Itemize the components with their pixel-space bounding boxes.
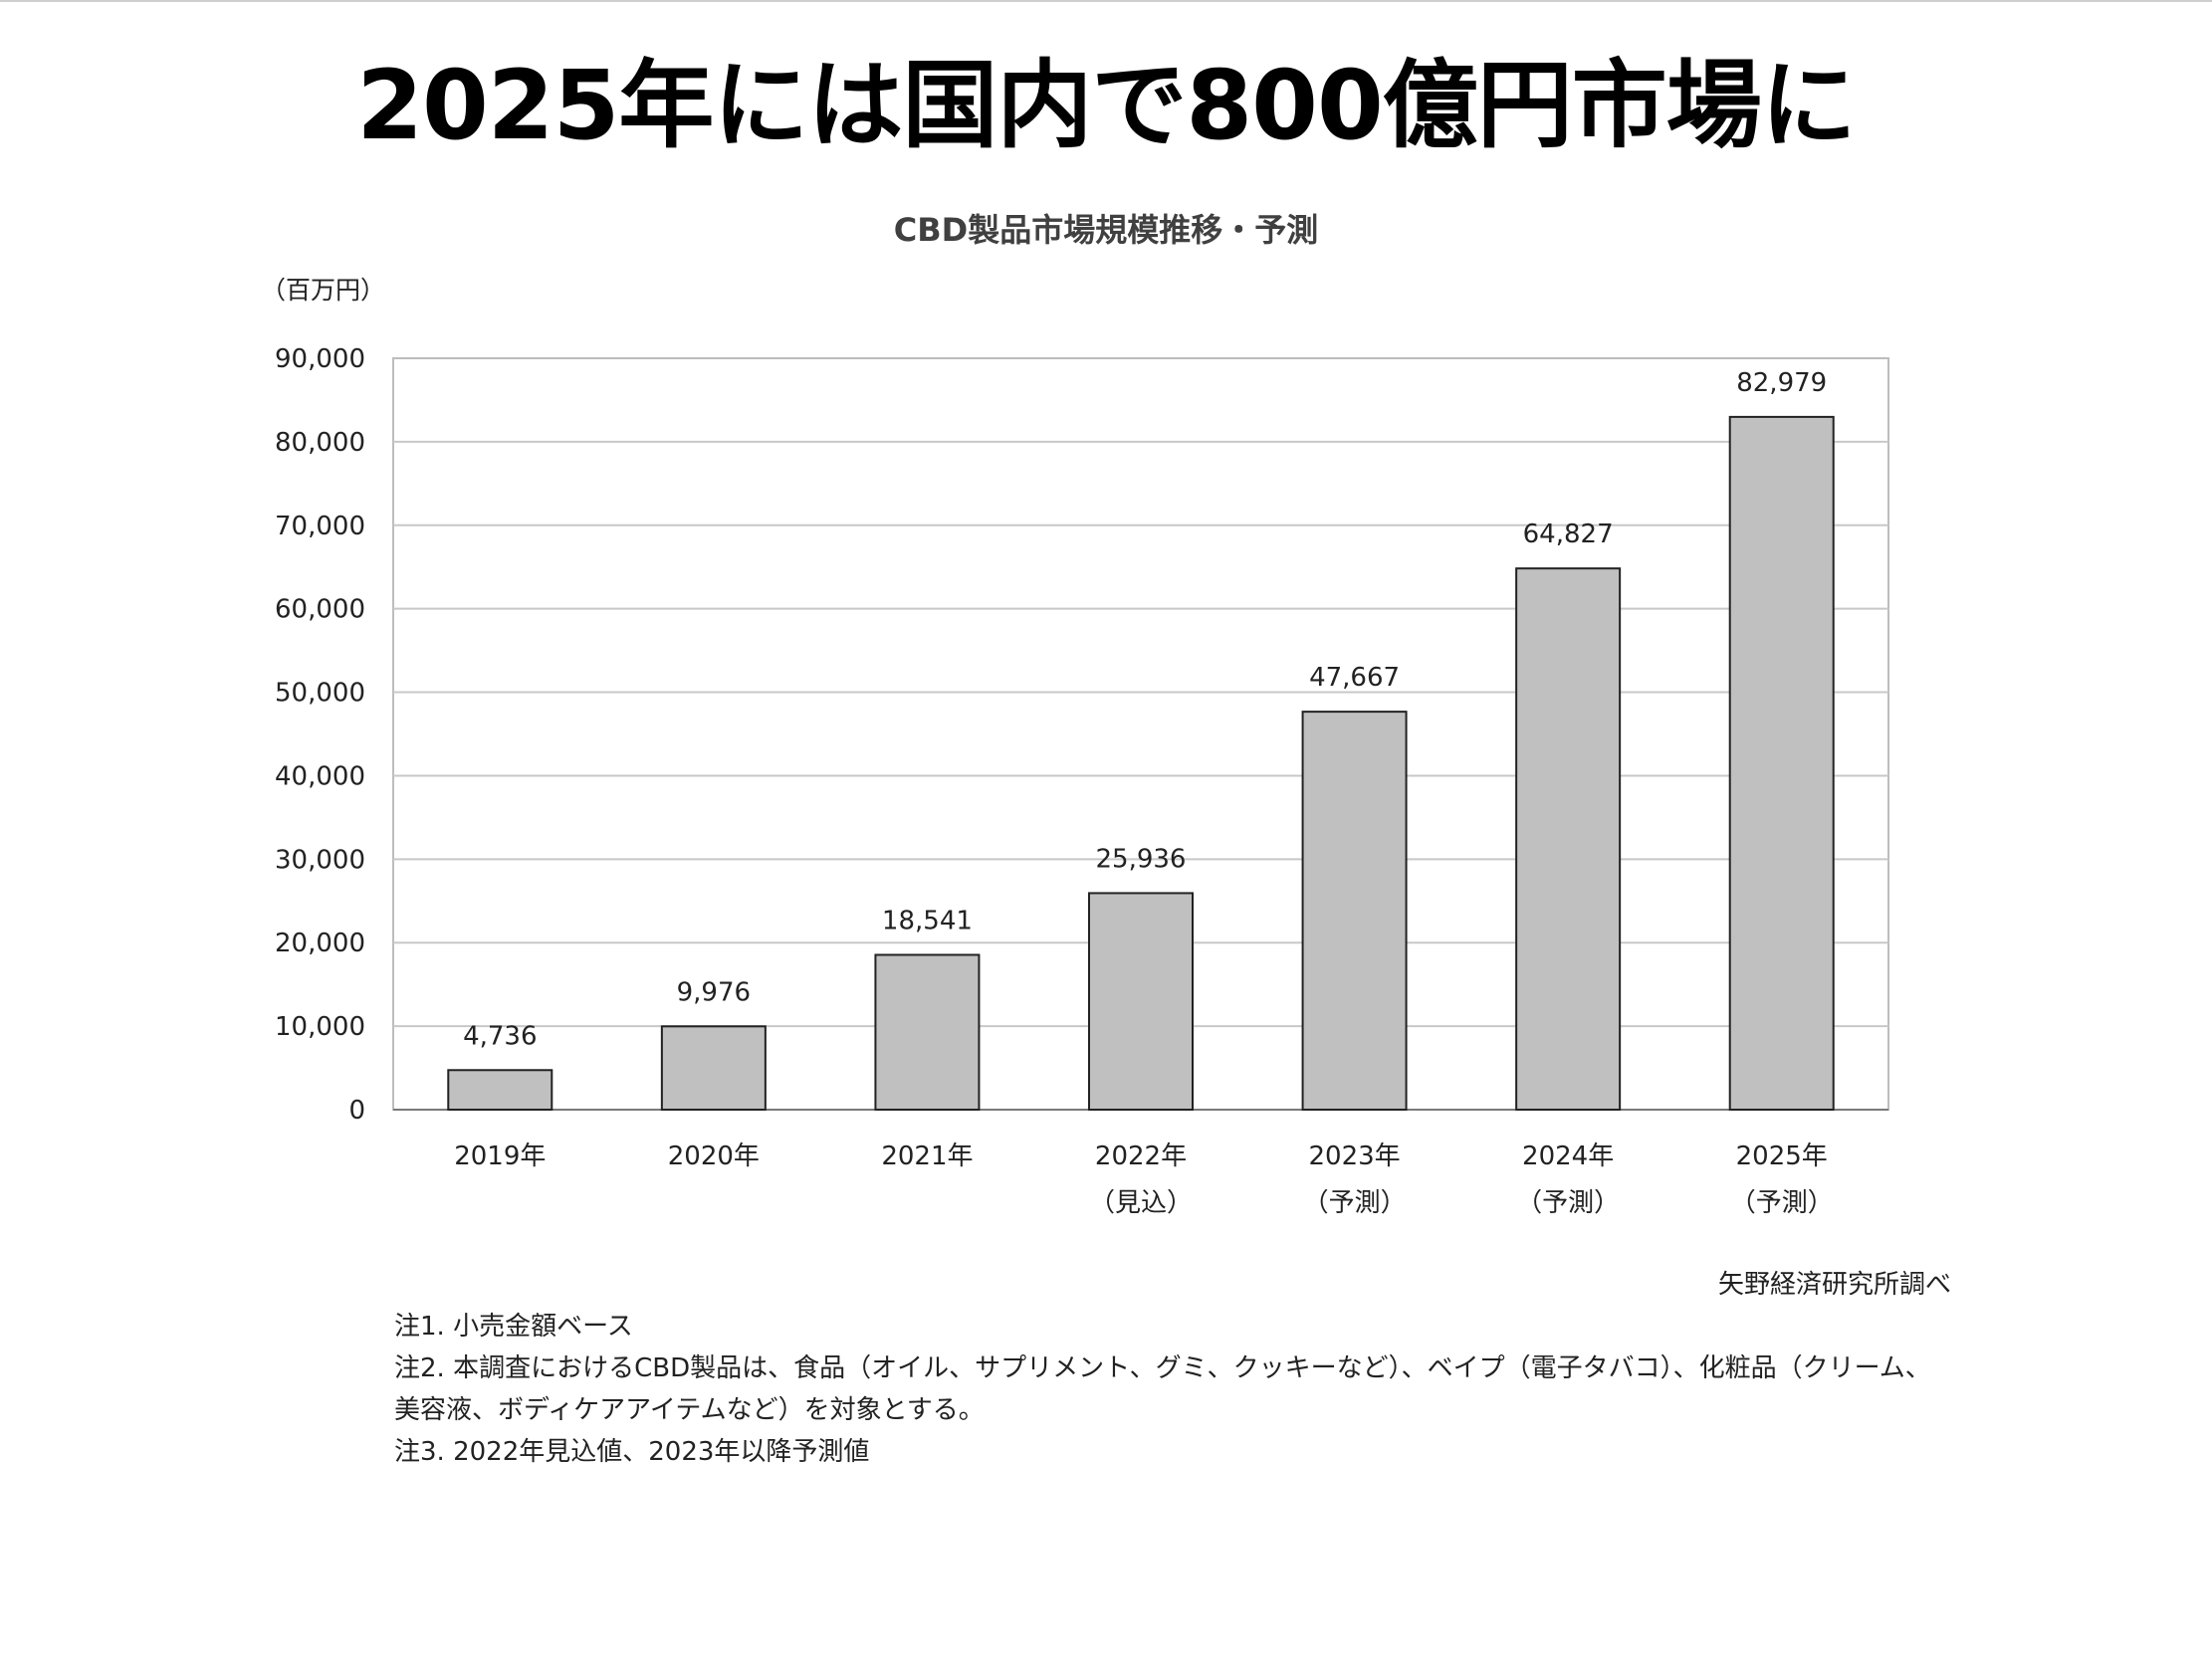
- data-label: 82,979: [1736, 368, 1827, 398]
- y-tick-label: 20,000: [275, 929, 365, 958]
- chart-title: CBD製品市場規模推移・予測: [893, 211, 1319, 249]
- note-2: 注2. 本調査におけるCBD製品は、食品（オイル、サプリメント、グミ、クッキーな…: [394, 1353, 1931, 1425]
- y-tick-label: 40,000: [275, 761, 365, 791]
- data-label: 4,736: [463, 1021, 537, 1051]
- x-tick-sublabel: （予測）: [1303, 1188, 1407, 1218]
- data-label: 47,667: [1309, 663, 1400, 693]
- source-credit: 矢野経済研究所調べ: [1717, 1270, 1951, 1300]
- bar: [874, 953, 981, 1111]
- slide-title: 2025年には国内で800億円市場に: [356, 50, 1857, 161]
- data-label: 9,976: [677, 977, 751, 1007]
- x-tick-label: 2021年: [881, 1141, 973, 1171]
- data-label: 18,541: [882, 906, 973, 935]
- notes-block: 注1. 小売金額ベース 注2. 本調査におけるCBD製品は、食品（オイル、サプリ…: [394, 1306, 1947, 1473]
- bar: [1088, 892, 1194, 1111]
- bar: [1515, 567, 1622, 1111]
- bar: [660, 1025, 767, 1112]
- data-label: 64,827: [1523, 519, 1614, 549]
- x-tick-label: 2024年: [1522, 1141, 1614, 1171]
- y-tick-label: 10,000: [275, 1012, 365, 1042]
- note-1: 注1. 小売金額ベース: [394, 1312, 633, 1342]
- x-tick-sublabel: （見込）: [1089, 1188, 1193, 1218]
- data-label: 25,936: [1096, 844, 1187, 874]
- x-tick-label: 2019年: [454, 1141, 546, 1171]
- top-rule: [0, 0, 2212, 2]
- x-tick-label: 2025年: [1736, 1141, 1828, 1171]
- y-tick-label: 60,000: [275, 595, 365, 625]
- y-tick-label: 30,000: [275, 845, 365, 875]
- note-3: 注3. 2022年見込値、2023年以降予測値: [394, 1437, 870, 1467]
- x-tick-sublabel: （予測）: [1730, 1188, 1834, 1218]
- y-tick-label: 70,000: [275, 512, 365, 541]
- bar: [1301, 711, 1408, 1111]
- x-tick-sublabel: （予測）: [1516, 1188, 1620, 1218]
- y-axis-unit-label: （百万円）: [261, 276, 386, 305]
- x-tick-label: 2022年: [1095, 1141, 1187, 1171]
- bar: [447, 1069, 553, 1112]
- y-tick-label: 50,000: [275, 679, 365, 709]
- x-tick-label: 2023年: [1308, 1141, 1400, 1171]
- x-tick-label: 2020年: [668, 1141, 760, 1171]
- bar: [1728, 415, 1835, 1111]
- y-tick-label: 90,000: [275, 344, 365, 374]
- y-tick-label: 0: [348, 1096, 365, 1126]
- y-tick-label: 80,000: [275, 428, 365, 458]
